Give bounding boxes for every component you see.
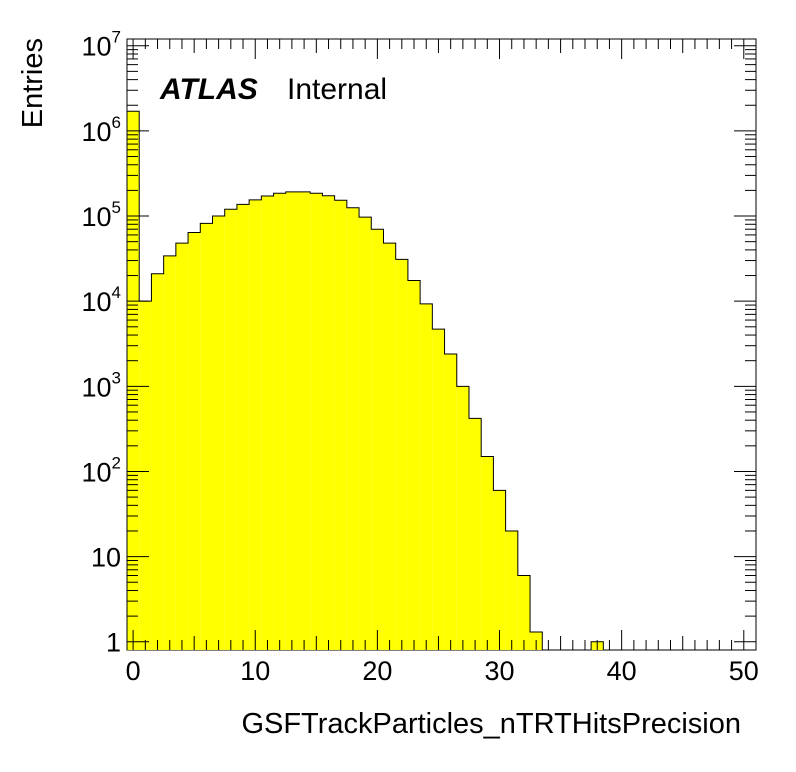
histogram-bar xyxy=(395,259,408,650)
atlas-label: ATLAS xyxy=(159,73,258,106)
histogram-bar xyxy=(481,456,494,650)
histogram-bar xyxy=(493,490,506,650)
histogram-bar xyxy=(359,217,372,650)
histogram-bar xyxy=(273,193,286,650)
x-tick-label: 10 xyxy=(240,656,270,686)
histogram-bar xyxy=(420,303,433,650)
histogram-bar xyxy=(322,195,335,650)
histogram-bar xyxy=(334,200,347,651)
histogram-bar xyxy=(383,243,396,650)
y-axis-title: Entries xyxy=(17,38,49,128)
histogram-bar xyxy=(188,232,201,650)
histogram-bar xyxy=(297,191,311,650)
histogram-bar xyxy=(127,111,140,650)
histogram-bar xyxy=(261,195,274,650)
histogram-bar xyxy=(468,418,482,650)
histogram-bar xyxy=(432,329,445,650)
atlas-status-label: Internal xyxy=(287,73,387,106)
x-tick-label: 40 xyxy=(607,656,637,686)
histogram-bar xyxy=(200,223,213,650)
axis-tick-labels: 0 10 20 30 40 50 1 10 102 103 104 105 106 107 xyxy=(81,28,758,686)
x-tick-label: 50 xyxy=(729,656,759,686)
histogram-bar xyxy=(444,353,457,650)
histogram-bar xyxy=(517,575,531,650)
y-tick-label: 104 xyxy=(81,283,121,317)
histogram-bar xyxy=(346,207,360,650)
histogram-bar xyxy=(505,530,518,650)
histogram-bar xyxy=(285,191,298,650)
histogram-bar xyxy=(249,199,262,650)
y-tick-label: 105 xyxy=(81,198,121,232)
y-tick-label: 1 xyxy=(106,628,121,658)
y-tick-label: 106 xyxy=(81,113,121,147)
histogram-bar xyxy=(456,386,469,650)
x-tick-label: 0 xyxy=(126,656,141,686)
x-axis-title: GSFTrackParticles_nTRTHitsPrecision xyxy=(241,708,741,740)
x-tick-label: 30 xyxy=(484,656,514,686)
x-tick-label: 20 xyxy=(362,656,392,686)
histogram-bar xyxy=(163,255,176,650)
histogram-bar xyxy=(151,273,164,650)
axis-ticks xyxy=(127,39,756,650)
histogram-bar xyxy=(310,193,323,650)
y-tick-label: 10 xyxy=(91,543,121,573)
histogram-bar xyxy=(175,243,189,650)
histogram-bar xyxy=(236,204,250,651)
y-tick-label: 103 xyxy=(81,368,121,402)
histogram-bars xyxy=(127,111,604,651)
histogram-bar xyxy=(224,209,237,650)
histogram-bar xyxy=(139,301,152,650)
y-tick-label: 107 xyxy=(81,28,121,62)
y-tick-label: 102 xyxy=(81,453,121,487)
histogram-bar xyxy=(212,216,225,650)
histogram-bar xyxy=(371,229,384,650)
histogram-bar xyxy=(407,280,421,650)
